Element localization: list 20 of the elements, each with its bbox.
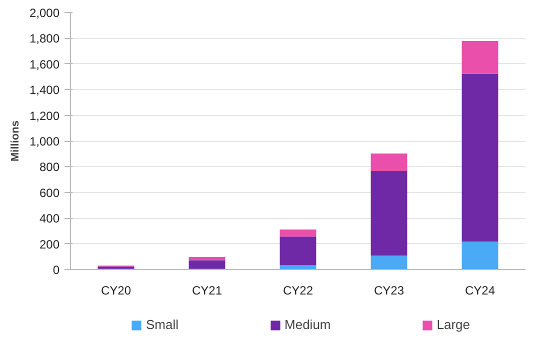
y-tick-label: 1,400 xyxy=(29,83,60,98)
y-tick-label: 400 xyxy=(39,212,60,226)
y-tick-label: 600 xyxy=(39,186,60,200)
y-tick-label: 2,000 xyxy=(29,6,60,20)
legend-label: Medium xyxy=(284,317,331,332)
y-tick-label: 1,800 xyxy=(29,32,60,46)
y-tick-label: 1,600 xyxy=(29,57,60,72)
y-tick-label: 0 xyxy=(52,263,60,277)
x-tick-label: CY22 xyxy=(282,284,314,298)
y-tick-label: 1,000 xyxy=(29,134,60,148)
y-tick-label: 800 xyxy=(39,160,60,174)
y-axis-title: Millions xyxy=(9,120,22,162)
y-tick-label: 200 xyxy=(39,237,60,252)
x-tick-label: CY20 xyxy=(100,284,132,298)
x-tick-label: CY24 xyxy=(464,284,496,298)
legend-label: Large xyxy=(436,317,470,332)
x-tick-label: CY23 xyxy=(374,284,404,298)
x-tick-label: CY21 xyxy=(192,284,222,298)
y-tick-label: 1,200 xyxy=(29,108,60,123)
legend-label: Small xyxy=(146,317,179,332)
